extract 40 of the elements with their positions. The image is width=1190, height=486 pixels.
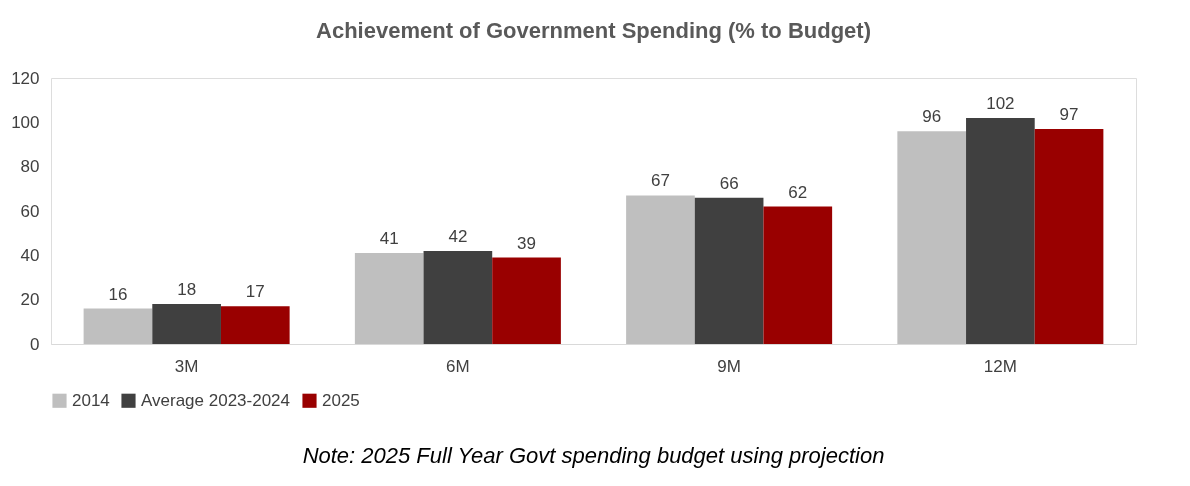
x-tick-label: 6M xyxy=(446,356,470,376)
y-tick-label: 40 xyxy=(20,245,40,265)
y-tick-label: 20 xyxy=(20,290,40,310)
y-tick-label: 0 xyxy=(30,334,40,354)
data-label: 18 xyxy=(177,280,197,300)
data-label: 16 xyxy=(108,284,128,304)
bar xyxy=(966,117,1035,344)
data-label: 67 xyxy=(650,171,670,191)
chart-title: Achievement of Government Spending (% to Budget) xyxy=(316,18,871,43)
x-tick-label: 3M xyxy=(174,356,199,376)
bar xyxy=(423,250,493,344)
data-label: 39 xyxy=(517,233,537,253)
x-tick-label: 12M xyxy=(983,356,1017,376)
bar xyxy=(626,195,695,344)
bar xyxy=(694,197,764,344)
bar xyxy=(897,131,967,344)
bar xyxy=(763,206,833,344)
y-tick-label: 120 xyxy=(11,68,40,88)
bar xyxy=(83,308,153,344)
data-label: 97 xyxy=(1059,104,1079,124)
bar xyxy=(220,306,290,344)
bar xyxy=(354,253,424,344)
data-label: 66 xyxy=(719,173,739,193)
legend-label: Average 2023-2024 xyxy=(141,390,291,410)
x-tick-label: 9M xyxy=(717,356,741,376)
bar xyxy=(492,257,561,344)
text: Note: 2025 Full Year Govt spending budget using projection xyxy=(302,443,885,468)
data-label: 62 xyxy=(788,182,808,202)
y-tick-label: 60 xyxy=(20,201,40,221)
data-label: 96 xyxy=(922,107,942,127)
data-label: 42 xyxy=(448,226,468,246)
data-label: 17 xyxy=(245,282,265,302)
data-label: 41 xyxy=(379,229,399,249)
data-label: 102 xyxy=(986,93,1015,113)
y-tick-label: 80 xyxy=(20,157,40,177)
y-tick-label: 100 xyxy=(11,112,40,132)
legend-label: 2025 xyxy=(322,390,360,410)
bar xyxy=(1034,128,1104,344)
legend-label: 2014 xyxy=(72,390,110,410)
bar xyxy=(152,304,221,344)
